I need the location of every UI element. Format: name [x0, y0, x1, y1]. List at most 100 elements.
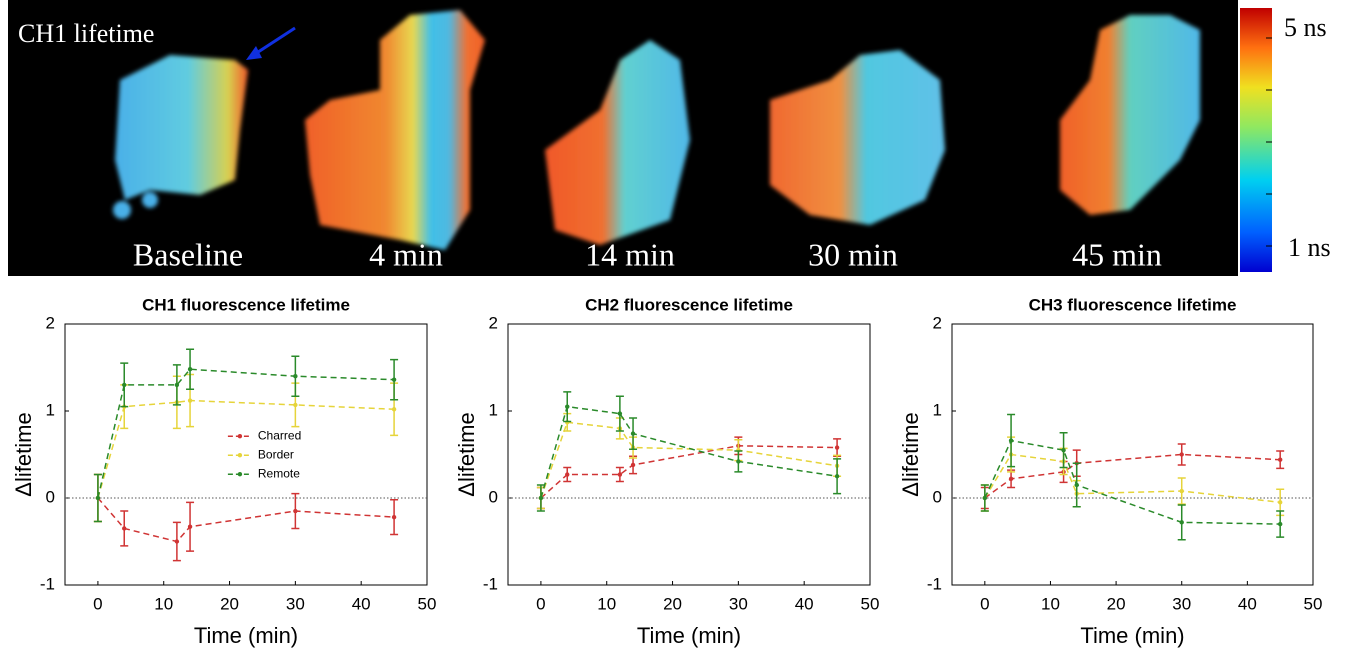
data-point: [391, 514, 397, 520]
data-point: [122, 526, 127, 531]
data-point: [391, 377, 397, 382]
data-point: [617, 411, 623, 416]
arrowhead: [246, 46, 262, 60]
x-tick-label: 20: [663, 594, 682, 613]
data-point: [1277, 457, 1283, 462]
data-point: [1179, 452, 1184, 457]
x-tick-label: 50: [418, 594, 437, 613]
series-line: [97, 497, 395, 543]
timepoint-label: Baseline: [133, 236, 243, 272]
timepoint-label: 14 min: [585, 236, 675, 272]
x-tick-label: 50: [861, 594, 880, 613]
y-tick-label: -1: [40, 574, 55, 593]
legend-marker: [237, 472, 243, 477]
data-point: [630, 462, 636, 468]
plot-area: [951, 323, 1314, 586]
data-point: [617, 472, 623, 477]
y-tick-label: 2: [489, 313, 498, 332]
image-label: CH1 lifetime: [18, 19, 154, 48]
x-tick-label: 10: [597, 594, 616, 613]
cell-blob: [113, 201, 131, 219]
cell-blob: [770, 50, 945, 225]
x-tick-label: 30: [729, 594, 748, 613]
y-tick-label: 2: [933, 313, 942, 332]
data-point: [982, 495, 988, 501]
series-line: [540, 421, 838, 499]
x-tick-label: 20: [1107, 594, 1126, 613]
colorbar-min-label: 1 ns: [1288, 233, 1331, 262]
arrow: [251, 26, 296, 58]
data-point: [187, 398, 193, 403]
series-line: [540, 405, 838, 499]
series-line: [97, 368, 395, 499]
y-tick-label: 0: [933, 487, 942, 506]
x-axis-label: Time (min): [194, 623, 298, 648]
series-line: [984, 453, 1281, 504]
timepoint-label: 4 min: [369, 236, 443, 272]
chart-title: CH2 fluorescence lifetime: [585, 295, 793, 314]
x-axis-label: Time (min): [637, 623, 741, 648]
data-point: [565, 472, 570, 477]
data-point: [1074, 482, 1079, 488]
data-point: [1179, 520, 1184, 525]
x-tick-label: 30: [286, 594, 305, 613]
x-tick-label: 40: [352, 594, 371, 613]
timepoint-label: 30 min: [808, 236, 898, 272]
data-point: [1008, 438, 1014, 443]
legend-label: Charred: [258, 428, 301, 442]
y-tick-label: 1: [46, 400, 55, 419]
colorbar: [1240, 8, 1272, 272]
data-point: [122, 382, 127, 388]
legend-marker: [237, 434, 243, 439]
data-point: [293, 374, 298, 379]
data-point: [834, 474, 840, 479]
series-line: [97, 399, 395, 499]
x-tick-label: 50: [1304, 594, 1323, 613]
x-axis-label: Time (min): [1080, 623, 1184, 648]
y-tick-label: -1: [927, 574, 942, 593]
x-tick-label: 40: [795, 594, 814, 613]
y-axis-label: Δlifetime: [11, 412, 36, 496]
data-point: [565, 404, 570, 409]
x-tick-label: 10: [154, 594, 173, 613]
data-point: [1277, 521, 1283, 527]
y-tick-label: 1: [489, 400, 498, 419]
data-point: [187, 367, 193, 372]
colorbar-max-label: 5 ns: [1284, 13, 1327, 42]
x-tick-label: 40: [1238, 594, 1257, 613]
cell-blob: [305, 10, 485, 250]
data-point: [174, 539, 180, 544]
data-point: [630, 431, 636, 436]
data-point: [95, 495, 101, 501]
y-tick-label: 0: [46, 487, 55, 506]
data-point: [834, 445, 840, 450]
legend-label: Border: [258, 447, 294, 461]
data-point: [293, 508, 298, 514]
y-tick-label: -1: [483, 574, 498, 593]
data-point: [1179, 488, 1184, 494]
y-tick-label: 2: [46, 313, 55, 332]
y-tick-label: 1: [933, 400, 942, 419]
chart-title: CH1 fluorescence lifetime: [142, 295, 350, 314]
timepoint-label: 45 min: [1072, 236, 1162, 272]
x-tick-label: 10: [1041, 594, 1060, 613]
x-tick-label: 0: [93, 594, 102, 613]
x-tick-label: 0: [536, 594, 545, 613]
y-axis-label: Δlifetime: [898, 412, 923, 496]
data-point: [1277, 500, 1283, 505]
colorbar-ticks: [1266, 37, 1272, 247]
cell-images: [113, 10, 1200, 250]
x-tick-label: 0: [980, 594, 989, 613]
data-point: [736, 459, 741, 464]
x-tick-label: 20: [220, 594, 239, 613]
data-point: [293, 402, 298, 408]
cell-blob: [545, 40, 690, 245]
data-point: [538, 495, 544, 501]
x-tick-label: 30: [1172, 594, 1191, 613]
data-point: [174, 382, 180, 388]
legend-marker: [237, 453, 243, 458]
y-axis-label: Δlifetime: [454, 412, 479, 496]
data-point: [391, 407, 397, 412]
